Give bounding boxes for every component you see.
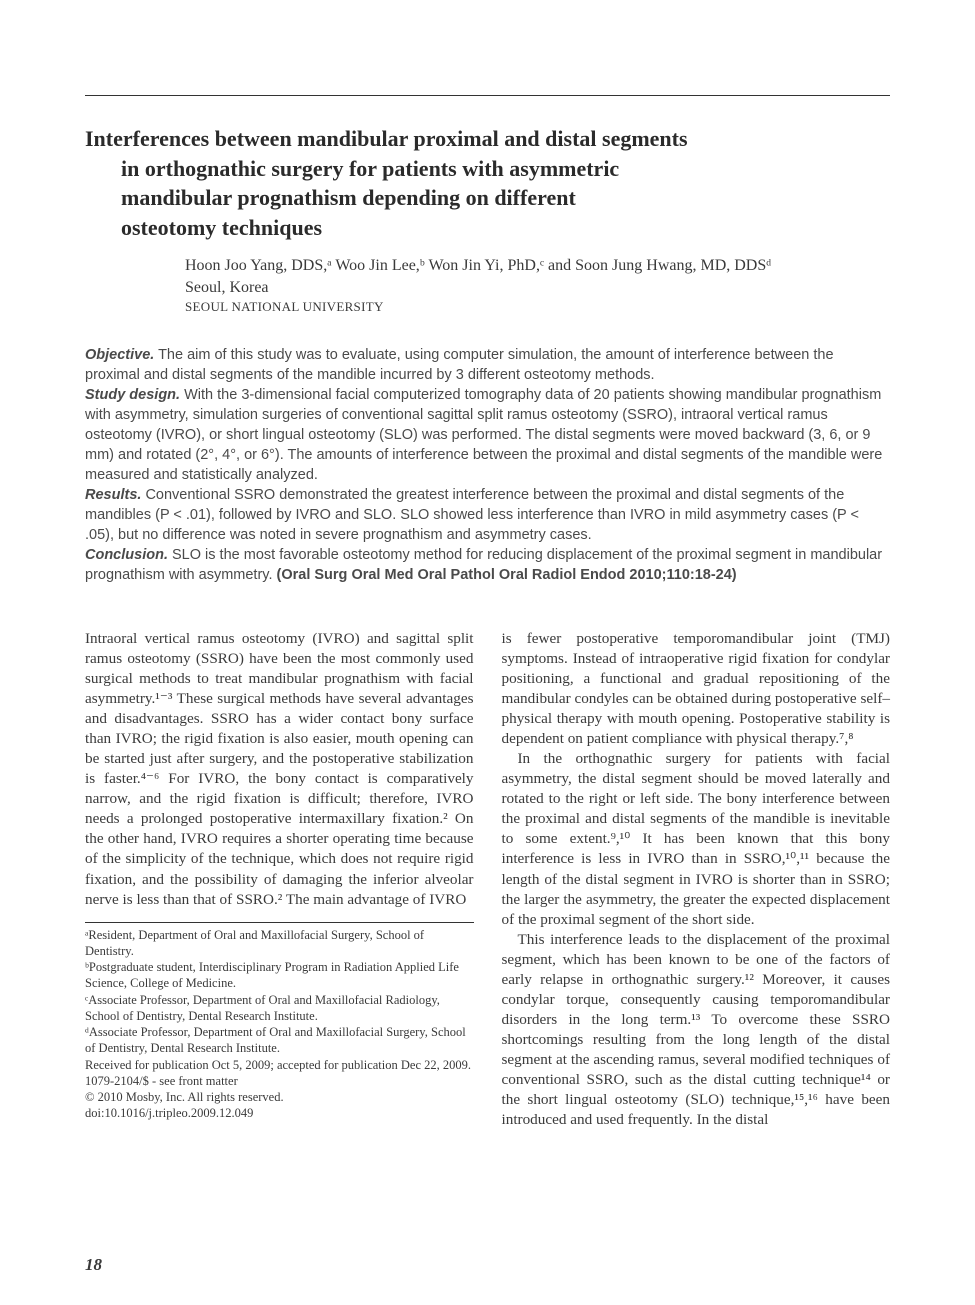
results-label: Results.	[85, 487, 141, 503]
footnote-doi: doi:10.1016/j.tripleo.2009.12.049	[85, 1105, 474, 1121]
title-line-3: mandibular prognathism depending on diff…	[85, 183, 890, 213]
affiliation-institution: SEOUL NATIONAL UNIVERSITY	[85, 299, 890, 315]
body-columns: Intraoral vertical ramus osteotomy (IVRO…	[85, 629, 890, 1131]
affiliation-location: Seoul, Korea	[85, 279, 890, 297]
top-rule	[85, 95, 890, 96]
footnote-a: ᵃResident, Department of Oral and Maxill…	[85, 927, 474, 960]
left-column: Intraoral vertical ramus osteotomy (IVRO…	[85, 629, 474, 1131]
results-text: Conventional SSRO demonstrated the great…	[85, 487, 859, 543]
footnotes-block: ᵃResident, Department of Oral and Maxill…	[85, 922, 474, 1122]
objective-label: Objective.	[85, 347, 154, 363]
footnote-received: Received for publication Oct 5, 2009; ac…	[85, 1057, 474, 1073]
title-line-2: in orthognathic surgery for patients wit…	[85, 154, 890, 184]
title-line-1: Interferences between mandibular proxima…	[85, 126, 688, 151]
study-design-label: Study design.	[85, 387, 180, 403]
footnote-d: ᵈAssociate Professor, Department of Oral…	[85, 1024, 474, 1057]
objective-text: The aim of this study was to evaluate, u…	[85, 347, 834, 383]
journal-citation: (Oral Surg Oral Med Oral Pathol Oral Rad…	[277, 567, 737, 583]
study-design-text: With the 3-dimensional facial computeriz…	[85, 387, 882, 483]
conclusion-label: Conclusion.	[85, 547, 168, 563]
right-column: is fewer postoperative temporomandibular…	[502, 629, 891, 1131]
body-paragraph-1: Intraoral vertical ramus osteotomy (IVRO…	[85, 629, 474, 910]
body-paragraph-4: This interference leads to the displacem…	[502, 930, 891, 1131]
abstract-block: Objective. The aim of this study was to …	[85, 345, 890, 585]
article-title: Interferences between mandibular proxima…	[85, 124, 890, 243]
page-number: 18	[85, 1255, 102, 1275]
title-line-4: osteotomy techniques	[85, 213, 890, 243]
footnote-b: ᵇPostgraduate student, Interdisciplinary…	[85, 959, 474, 992]
authors-line: Hoon Joo Yang, DDS,ᵃ Woo Jin Lee,ᵇ Won J…	[85, 257, 890, 275]
body-paragraph-3: In the orthognathic surgery for patients…	[502, 749, 891, 930]
footnote-c: ᶜAssociate Professor, Department of Oral…	[85, 992, 474, 1025]
footnote-issn: 1079-2104/$ - see front matter	[85, 1073, 474, 1089]
footnote-copyright: © 2010 Mosby, Inc. All rights reserved.	[85, 1089, 474, 1105]
body-paragraph-2: is fewer postoperative temporomandibular…	[502, 629, 891, 749]
